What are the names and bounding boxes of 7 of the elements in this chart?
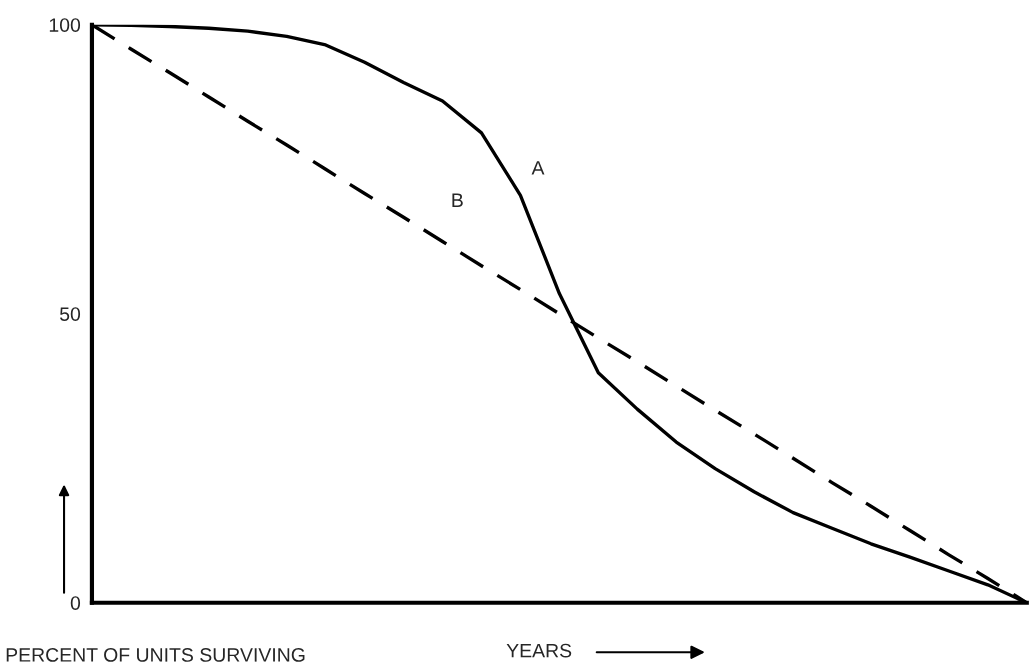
series-label: A [531, 161, 545, 175]
x-axis-title: YEARS [506, 643, 572, 658]
series-label: B [452, 193, 463, 207]
y-tick-label: 50 [59, 307, 81, 321]
y-tick-label: 0 [70, 596, 81, 611]
y-tick-label: 100 [49, 18, 81, 32]
y-axis-title: PERCENT OF UNITS SURVIVING [6, 648, 305, 662]
